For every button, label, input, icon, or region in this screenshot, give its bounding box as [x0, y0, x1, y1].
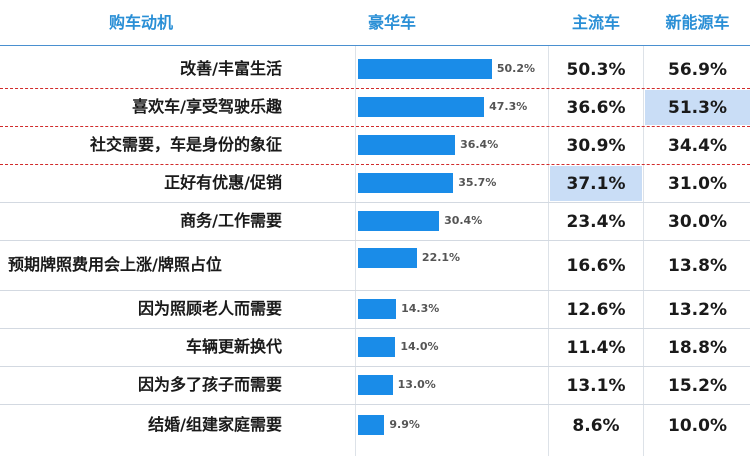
mainstream-value: 37.1% [550, 166, 642, 201]
luxury-bar-value-label: 14.0% [400, 340, 439, 353]
row-label-text: 社交需要，车是身份的象征 [89, 135, 282, 154]
luxury-bar [358, 375, 393, 395]
nev-value: 34.4% [668, 135, 727, 156]
row-label-text: 因为照顾老人而需要 [137, 299, 282, 318]
nev-value: 13.8% [668, 255, 727, 276]
row-separator [0, 126, 750, 127]
luxury-bar [358, 135, 456, 155]
nev-value: 10.0% [668, 415, 727, 436]
nev-value: 30.0% [668, 211, 727, 232]
row-separator [0, 202, 750, 203]
nev-value: 13.2% [668, 299, 727, 320]
mainstream-value: 50.3% [566, 59, 626, 80]
luxury-bar [358, 59, 492, 79]
row-separator [0, 328, 750, 329]
luxury-bar [358, 337, 396, 357]
header-divider [0, 45, 750, 46]
luxury-bar [358, 173, 454, 193]
row-label: 商务/工作需要 [0, 202, 282, 240]
row-label-text: 商务/工作需要 [180, 211, 282, 230]
row-label: 改善/丰富生活 [0, 50, 282, 88]
row-label: 预期牌照费用会上涨/牌照占位 [0, 240, 282, 290]
header-mainstream: 主流车 [571, 13, 620, 32]
row-label: 因为多了孩子而需要 [0, 366, 282, 404]
luxury-bar-value-label: 14.3% [401, 302, 440, 315]
luxury-bar [358, 415, 385, 435]
luxury-bar [358, 211, 440, 231]
mainstream-value: 23.4% [566, 211, 626, 232]
luxury-bar-value-label: 9.9% [389, 418, 420, 431]
mainstream-value: 12.6% [566, 299, 626, 320]
luxury-bar-value-label: 30.4% [444, 214, 483, 227]
mainstream-value: 8.6% [572, 415, 620, 436]
mainstream-value: 11.4% [566, 337, 626, 358]
row-label-text: 预期牌照费用会上涨/牌照占位 [8, 255, 222, 274]
row-label-text: 因为多了孩子而需要 [137, 375, 282, 394]
header-luxury: 豪华车 [368, 13, 417, 32]
nev-value: 18.8% [668, 337, 727, 358]
mainstream-value: 16.6% [566, 255, 626, 276]
row-label-text: 正好有优惠/促销 [164, 173, 282, 192]
luxury-bar-value-label: 13.0% [397, 378, 436, 391]
row-label: 社交需要，车是身份的象征 [0, 126, 282, 164]
row-label: 喜欢车/享受驾驶乐趣 [0, 88, 282, 126]
row-separator [0, 88, 750, 89]
row-label: 正好有优惠/促销 [0, 164, 282, 202]
column-divider [355, 46, 356, 456]
nev-value: 56.9% [668, 59, 727, 80]
row-separator [0, 404, 750, 405]
mainstream-value: 13.1% [566, 375, 626, 396]
luxury-bar [358, 97, 485, 117]
row-separator [0, 290, 750, 291]
row-separator [0, 366, 750, 367]
header-motivation: 购车动机 [108, 13, 173, 32]
luxury-bar-value-label: 35.7% [458, 176, 497, 189]
header-nev: 新能源车 [665, 13, 730, 32]
row-separator [0, 164, 750, 165]
row-label: 因为照顾老人而需要 [0, 290, 282, 328]
mainstream-value: 36.6% [566, 97, 626, 118]
row-label-text: 改善/丰富生活 [180, 59, 282, 78]
row-label: 车辆更新换代 [0, 328, 282, 366]
luxury-bar [358, 248, 417, 268]
column-divider [548, 46, 549, 456]
nev-value: 31.0% [668, 173, 727, 194]
column-divider [643, 46, 644, 456]
mainstream-value: 30.9% [566, 135, 626, 156]
luxury-bar-value-label: 47.3% [489, 100, 528, 113]
luxury-bar [358, 299, 397, 319]
luxury-bar-value-label: 36.4% [460, 138, 499, 151]
row-label-text: 喜欢车/享受驾驶乐趣 [132, 97, 282, 116]
row-label-text: 车辆更新换代 [185, 337, 282, 356]
luxury-bar-value-label: 22.1% [421, 251, 461, 264]
luxury-bar-value-label: 50.2% [496, 62, 536, 75]
row-separator [0, 240, 750, 241]
row-label-text: 结婚/组建家庭需要 [148, 415, 282, 434]
nev-value: 15.2% [668, 375, 727, 396]
row-label: 结婚/组建家庭需要 [0, 404, 282, 446]
nev-value: 51.3% [645, 90, 750, 125]
